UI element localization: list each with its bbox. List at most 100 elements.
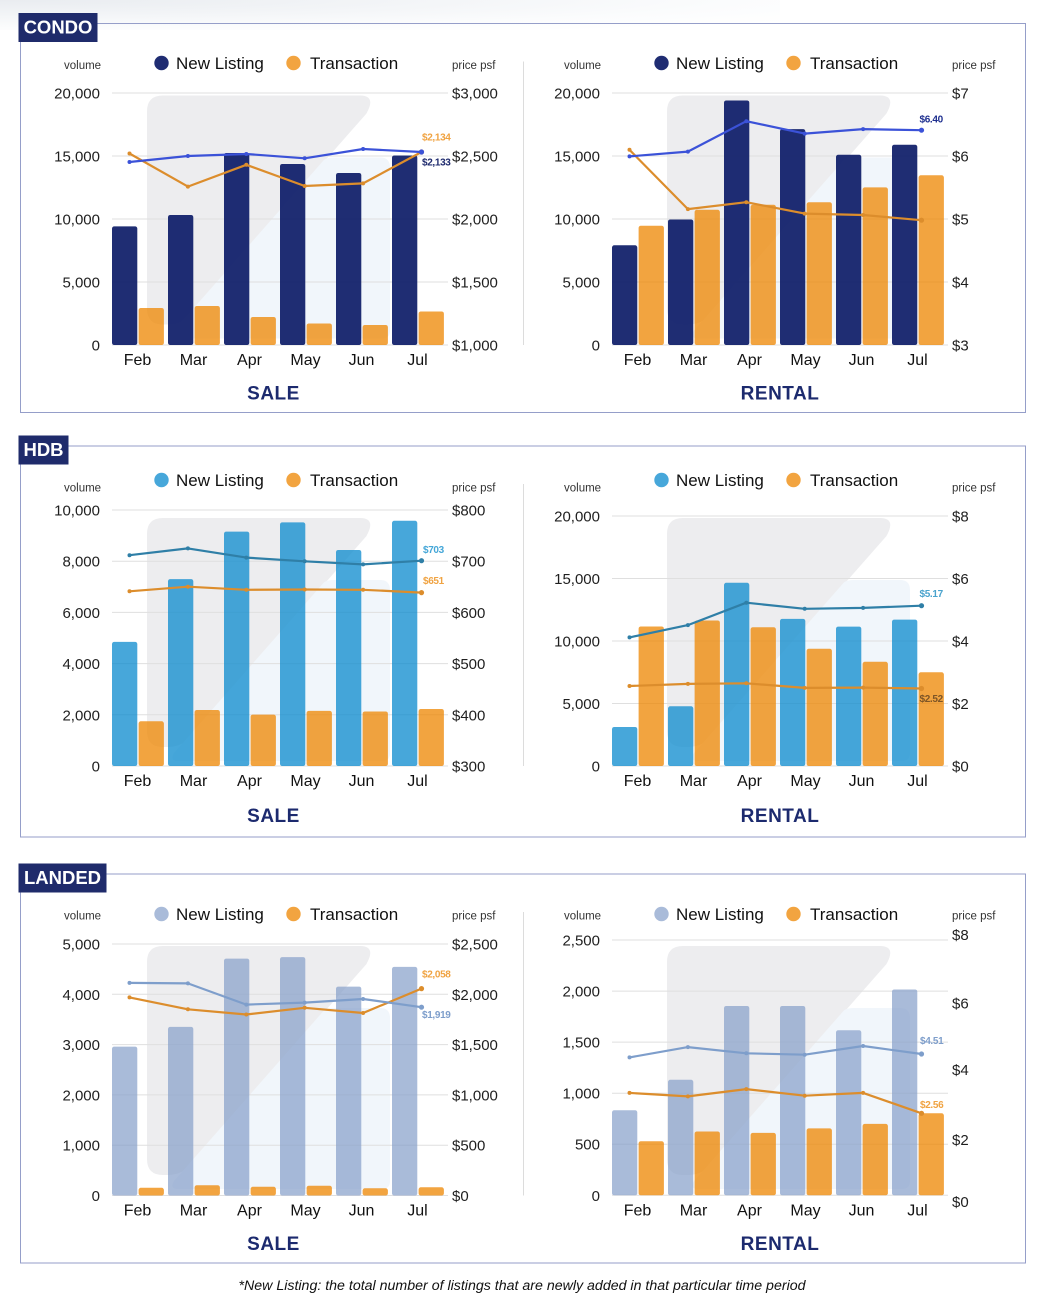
svg-text:2,000: 2,000 xyxy=(62,707,100,724)
svg-text:0: 0 xyxy=(92,759,100,776)
svg-text:1,000: 1,000 xyxy=(562,1086,600,1103)
svg-text:0: 0 xyxy=(92,1188,100,1205)
svg-text:SALE: SALE xyxy=(247,806,300,827)
svg-text:500: 500 xyxy=(575,1137,600,1154)
svg-text:$0: $0 xyxy=(952,759,969,776)
svg-text:price psf: price psf xyxy=(452,911,496,923)
svg-text:$5.17: $5.17 xyxy=(920,589,944,600)
svg-text:Feb: Feb xyxy=(124,773,152,790)
svg-text:$3,000: $3,000 xyxy=(452,86,498,103)
svg-text:5,000: 5,000 xyxy=(562,275,600,292)
svg-text:Transaction: Transaction xyxy=(310,471,398,490)
svg-text:10,000: 10,000 xyxy=(54,212,100,229)
svg-text:6,000: 6,000 xyxy=(62,605,100,622)
svg-text:volume: volume xyxy=(64,60,101,72)
svg-text:Jun: Jun xyxy=(349,773,375,790)
svg-text:$7: $7 xyxy=(952,86,969,103)
svg-text:Mar: Mar xyxy=(180,352,208,369)
svg-text:Transaction: Transaction xyxy=(810,54,898,73)
svg-text:20,000: 20,000 xyxy=(554,86,600,103)
svg-text:Apr: Apr xyxy=(737,1202,763,1219)
svg-text:0: 0 xyxy=(592,1188,600,1205)
svg-text:Jun: Jun xyxy=(849,1202,875,1219)
svg-text:$8: $8 xyxy=(952,509,969,526)
svg-text:New Listing: New Listing xyxy=(676,471,764,490)
svg-text:Apr: Apr xyxy=(237,1203,263,1220)
svg-text:$2,134: $2,134 xyxy=(422,133,451,144)
svg-text:Apr: Apr xyxy=(737,352,763,369)
svg-text:$500: $500 xyxy=(452,1138,485,1155)
svg-text:$6.40: $6.40 xyxy=(920,114,944,125)
svg-text:$400: $400 xyxy=(452,707,485,724)
svg-text:RENTAL: RENTAL xyxy=(741,806,820,827)
svg-text:$2,058: $2,058 xyxy=(422,969,451,980)
svg-text:$2: $2 xyxy=(952,696,969,713)
svg-text:volume: volume xyxy=(64,483,101,495)
svg-text:10,000: 10,000 xyxy=(554,212,600,229)
svg-text:May: May xyxy=(290,352,320,369)
svg-text:Apr: Apr xyxy=(237,352,263,369)
svg-text:Mar: Mar xyxy=(180,1203,208,1220)
svg-text:5,000: 5,000 xyxy=(62,275,100,292)
svg-text:$4: $4 xyxy=(952,1062,969,1079)
svg-text:15,000: 15,000 xyxy=(54,149,100,166)
svg-text:Jul: Jul xyxy=(407,773,427,790)
svg-text:2,000: 2,000 xyxy=(62,1087,100,1104)
svg-text:1,500: 1,500 xyxy=(562,1035,600,1052)
svg-text:*New Listing: the total number: *New Listing: the total number of listin… xyxy=(238,1278,806,1294)
svg-text:$703: $703 xyxy=(423,545,445,556)
svg-text:$2: $2 xyxy=(952,1132,969,1149)
svg-text:Jul: Jul xyxy=(407,352,427,369)
svg-text:May: May xyxy=(790,352,820,369)
svg-text:$4: $4 xyxy=(952,634,969,651)
svg-text:10,000: 10,000 xyxy=(54,503,100,520)
svg-text:$0: $0 xyxy=(452,1188,469,1205)
svg-text:8,000: 8,000 xyxy=(62,554,100,571)
svg-text:4,000: 4,000 xyxy=(62,987,100,1004)
svg-text:volume: volume xyxy=(64,911,101,923)
svg-text:$1,000: $1,000 xyxy=(452,338,498,355)
svg-text:price psf: price psf xyxy=(452,483,496,495)
svg-text:volume: volume xyxy=(564,60,601,72)
svg-text:$5: $5 xyxy=(952,212,969,229)
svg-text:CONDO: CONDO xyxy=(24,17,93,38)
svg-text:$2,000: $2,000 xyxy=(452,212,498,229)
svg-text:Mar: Mar xyxy=(180,773,208,790)
svg-text:$600: $600 xyxy=(452,605,485,622)
svg-text:Jul: Jul xyxy=(407,1203,427,1220)
svg-text:4,000: 4,000 xyxy=(62,656,100,673)
svg-text:New Listing: New Listing xyxy=(176,54,264,73)
svg-text:$2,000: $2,000 xyxy=(452,987,498,1004)
svg-text:May: May xyxy=(290,1203,320,1220)
svg-text:New Listing: New Listing xyxy=(176,471,264,490)
svg-text:May: May xyxy=(790,773,820,790)
svg-text:20,000: 20,000 xyxy=(54,86,100,103)
svg-text:Transaction: Transaction xyxy=(810,471,898,490)
svg-text:$651: $651 xyxy=(423,576,445,587)
svg-text:Apr: Apr xyxy=(737,773,763,790)
svg-text:$2.56: $2.56 xyxy=(920,1100,944,1111)
svg-text:SALE: SALE xyxy=(247,1234,300,1255)
svg-text:Jul: Jul xyxy=(907,1202,927,1219)
svg-text:$1,500: $1,500 xyxy=(452,275,498,292)
svg-text:Mar: Mar xyxy=(680,352,708,369)
svg-text:Feb: Feb xyxy=(624,1202,652,1219)
svg-text:$8: $8 xyxy=(952,927,969,944)
svg-text:Feb: Feb xyxy=(624,352,652,369)
svg-text:Mar: Mar xyxy=(680,773,708,790)
svg-text:$1,500: $1,500 xyxy=(452,1037,498,1054)
svg-text:LANDED: LANDED xyxy=(24,867,101,888)
svg-text:price psf: price psf xyxy=(952,911,996,923)
svg-text:Apr: Apr xyxy=(237,773,263,790)
svg-text:$800: $800 xyxy=(452,503,485,520)
svg-text:$6: $6 xyxy=(952,995,969,1012)
svg-text:10,000: 10,000 xyxy=(554,634,600,651)
svg-text:Jul: Jul xyxy=(907,773,927,790)
svg-text:15,000: 15,000 xyxy=(554,149,600,166)
svg-text:New Listing: New Listing xyxy=(676,905,764,924)
svg-text:$2.52: $2.52 xyxy=(920,694,944,705)
svg-text:price psf: price psf xyxy=(952,60,996,72)
svg-text:$500: $500 xyxy=(452,656,485,673)
svg-text:HDB: HDB xyxy=(23,439,63,460)
svg-text:$3: $3 xyxy=(952,338,969,355)
